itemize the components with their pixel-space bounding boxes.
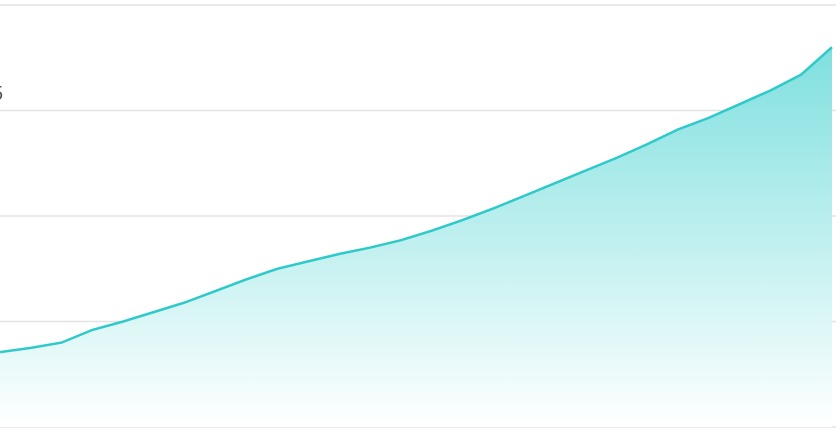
y-tick-label-partial: 5	[0, 83, 3, 105]
area-fill	[0, 47, 832, 427]
series-line	[0, 46, 833, 354]
